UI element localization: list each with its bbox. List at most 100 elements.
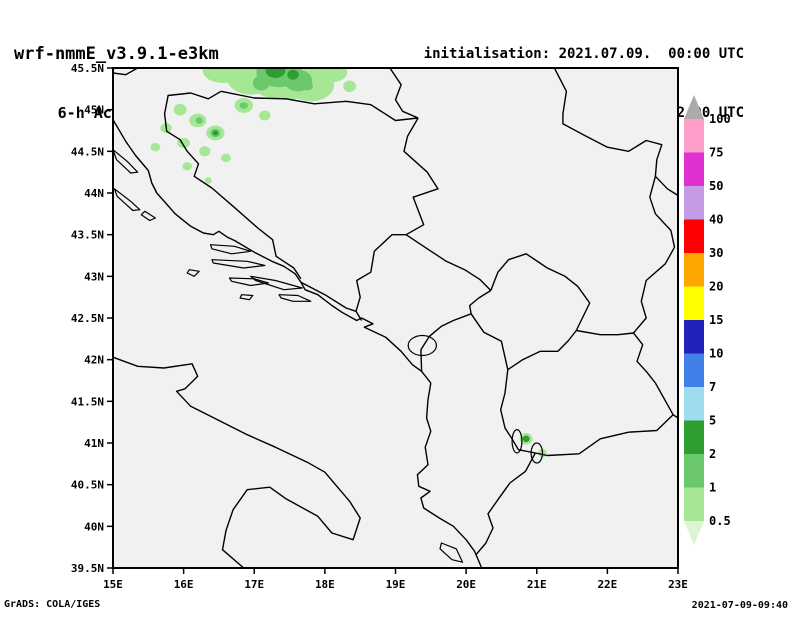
lon-tick-label: 17E [244,578,264,591]
country-border [490,253,591,331]
precip-cell [301,82,313,91]
model-title: wrf-nmmE_v3.9.1-e3km [14,44,219,64]
island-outline [278,294,312,302]
precip-cell [343,80,356,93]
island-outline [186,269,200,277]
country-border [300,281,357,312]
lat-tick-label: 39.5N [71,562,104,575]
precip-cell [316,68,348,83]
lat-tick-label: 41N [84,437,104,450]
precip-cell [522,435,530,443]
map-background [113,68,678,568]
precip-cell [202,68,243,83]
lat-tick-label: 44.5N [71,145,104,158]
country-border [654,175,678,197]
grads-credit: GrADS: COLA/IGES [4,599,101,610]
precip-cell [204,177,212,184]
initialisation-time: initialisation: 2021.07.09. 00:00 UTC [423,46,744,62]
country-border [475,452,536,556]
lake-outline [407,334,437,357]
country-border [507,330,577,371]
lat-tick-label: 44N [84,187,104,200]
country-border [113,68,139,76]
lat-tick-label: 43.5N [71,229,104,242]
colorbar-segment [684,353,704,387]
lon-tick-label: 20E [456,578,476,591]
colorbar-segment [684,286,704,320]
precip-cell [199,146,211,157]
precip-cell [287,69,299,80]
coastline [113,356,361,568]
country-border [469,289,492,314]
country-border [553,68,663,177]
precip-cell [195,117,203,124]
precip-cell [212,130,219,136]
lat-tick-label: 40N [84,520,104,533]
lat-tick-label: 42N [84,354,104,367]
colorbar-label: 1 [709,481,716,495]
colorbar-max-cap [684,95,704,119]
lake-outline [511,428,523,454]
lake-outline [530,442,544,464]
island-outline [209,244,252,255]
island-outline [113,149,139,174]
precip-cell [265,68,286,78]
lon-tick-label: 22E [597,578,617,591]
lon-tick-label: 19E [386,578,406,591]
lon-tick-label: 18E [315,578,335,591]
lat-tick-label: 45N [84,104,104,117]
country-border [220,90,419,122]
country-border [405,234,492,291]
country-border [500,369,536,454]
lat-tick-label: 43N [84,270,104,283]
creation-timestamp: 2021-07-09-09:40 [691,600,788,611]
colorbar-segment [684,387,704,421]
colorbar-segment [684,186,704,220]
colorbar-label: 100 [709,112,731,126]
coastline [113,119,483,568]
colorbar-label: 50 [709,179,723,193]
colorbar-label: 10 [709,347,723,361]
island-outline [439,542,464,563]
country-border [576,329,634,336]
country-border [535,414,674,457]
colorbar-segment [684,487,704,521]
colorbar-label: 0.5 [709,514,731,528]
country-border [420,313,472,372]
colorbar-min-cap [684,521,704,545]
precip-cell [150,143,161,152]
country-border [470,313,509,370]
lat-tick-label: 41.5N [71,395,104,408]
island-outline [113,188,141,212]
lon-tick-label: 16E [174,578,194,591]
precip-cell [239,102,248,109]
colorbar-label: 30 [709,246,723,260]
precip-cell [252,75,270,91]
colorbar-segment [684,454,704,488]
colorbar-label: 7 [709,380,716,394]
colorbar-segment [684,119,704,153]
lon-tick-label: 23E [668,578,688,591]
colorbar-label: 75 [709,146,723,160]
precip-cell [221,153,231,163]
precip-cell [173,103,187,116]
precip-cell [182,162,193,171]
colorbar-segment [684,219,704,253]
island-outline [228,277,269,287]
country-border [632,332,674,416]
island-outline [140,210,156,222]
lon-tick-label: 21E [527,578,547,591]
map-layers [113,68,678,568]
lat-tick-label: 40.5N [71,479,104,492]
island-outline [239,294,254,301]
precip-cell [259,110,271,121]
colorbar-label: 40 [709,213,723,227]
country-border [163,90,302,280]
lon-tick-label: 15E [103,578,123,591]
colorbar-label: 15 [709,313,723,327]
island-outline [250,275,303,291]
colorbar-segment [684,253,704,287]
colorbar-label: 20 [709,280,723,294]
